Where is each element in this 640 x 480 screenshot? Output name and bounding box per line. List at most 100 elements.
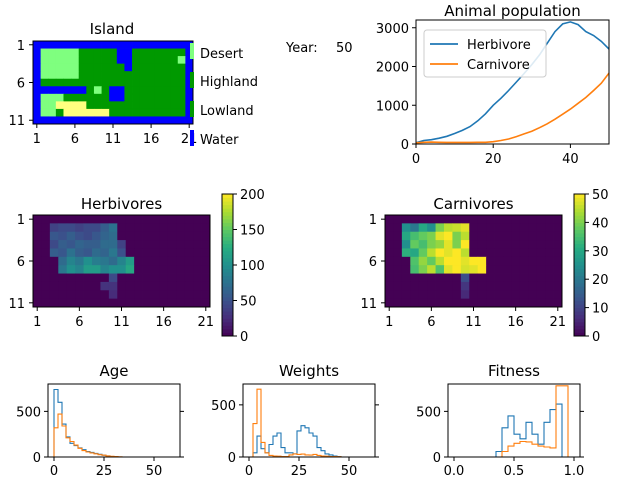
herbivore-cell [49,290,59,300]
island-cell [78,86,87,95]
island-cell [55,101,64,110]
carnivore-cell [519,223,529,233]
island-cell [78,78,87,87]
carnivore-cell [410,290,420,300]
island-cell [185,41,194,49]
herbivore-cell [75,290,84,300]
island-cell [33,93,42,102]
island-cell [48,93,57,102]
herbivore-cell [33,256,42,266]
carnivore-cell [444,273,453,283]
herbivore-cell [66,223,76,233]
island-cell [162,93,171,102]
herbivore-cell [92,281,101,291]
carnivore-cell [477,231,487,241]
carnivore-cell [553,273,563,283]
island-cell [162,48,171,57]
island-cell [147,101,156,110]
herbivore-colorbar-segment [222,229,233,234]
herbivore-cell [193,273,202,283]
island-cell [185,48,194,57]
herbivore-cell [176,281,186,291]
carnivore-colorbar-segment [574,236,585,241]
herbivore-cell [167,281,177,291]
carnivore-cell [545,273,554,283]
island-cell [124,93,133,102]
carnivore-cell [401,215,411,224]
carnivore-cell [553,240,563,249]
herbivore-cell [159,215,169,224]
carnivore-cell [460,256,470,266]
herbivore-cell [117,298,127,308]
carnivore-colorbar-segment [574,211,585,216]
island-cell [33,101,42,110]
fitness-xtick-label: 0.0 [444,464,465,479]
island-cell [63,41,72,49]
island-cell [162,116,171,125]
legend-label-desert: Desert [200,47,243,62]
carnivore-cell [385,273,394,283]
herbivore-cell [117,281,127,291]
carnivore-cell [444,215,453,224]
carnivore-xtick-label: 6 [427,315,435,330]
island-cell [71,71,80,80]
carnivore-colorbar-segment [574,275,585,280]
island-cell [132,41,141,49]
carnivore-colorbar-label: 30 [592,245,609,260]
carnivore-cell [435,231,445,241]
terrain-legend: Desert Highland Lowland Water [190,43,258,148]
island-cell [147,63,156,72]
herbivore-colorbar-segment [222,236,233,241]
carnivore-cell [536,215,546,224]
carnivore-cell [519,273,529,283]
herbivore-cell [75,256,84,266]
carnivore-cell [503,248,512,258]
carnivore-cell [494,248,504,258]
island-cell [71,56,80,65]
herbivore-cell [184,298,194,308]
island-cell [139,78,148,87]
island-cell [78,71,87,80]
carnivore-cell [519,231,529,241]
fitness-ytick-label: 0 [433,451,441,466]
carnivore-cell [410,223,420,233]
carnivore-cell [494,215,504,224]
carnivore-cell [435,281,445,291]
herbivore-cell [125,273,135,283]
carnivore-cell [519,281,529,291]
carnivore-cell [511,281,521,291]
carnivore-colorbar-segment [574,328,585,333]
carnivore-cell [460,240,470,249]
herbivore-colorbar-segment [222,282,233,287]
island-cell [154,71,163,80]
herbivore-cell [58,240,68,249]
carnivore-cell [511,240,521,249]
herbivore-cell [151,248,160,258]
island-cell [116,63,125,72]
carnivore-cell [410,231,420,241]
island-cell [132,48,141,57]
herbivore-xtick-label: 6 [75,315,83,330]
herbivore-cell [176,298,186,308]
carnivore-cell [528,290,538,300]
herbivore-cell [75,231,84,241]
island-cell [116,48,125,57]
herbivore-cell [49,215,59,224]
island-cell [101,48,110,57]
carnivore-cell [545,215,554,224]
island-cell [154,78,163,87]
carnivore-cell [410,281,420,291]
carnivore-cell [519,290,529,300]
island-cell [63,56,72,65]
island-xtick-label: 16 [143,132,160,147]
carnivore-cell [511,223,521,233]
carnivore-cell [553,231,563,241]
age-xtick-label: 0 [50,464,58,479]
island-cell [93,86,102,95]
carnivore-cell [460,248,470,258]
island-cell [40,86,49,95]
herbivore-cell [184,281,194,291]
herbivore-cell [41,248,51,258]
herbivore-cell [83,215,93,224]
carnivore-cell [536,290,546,300]
